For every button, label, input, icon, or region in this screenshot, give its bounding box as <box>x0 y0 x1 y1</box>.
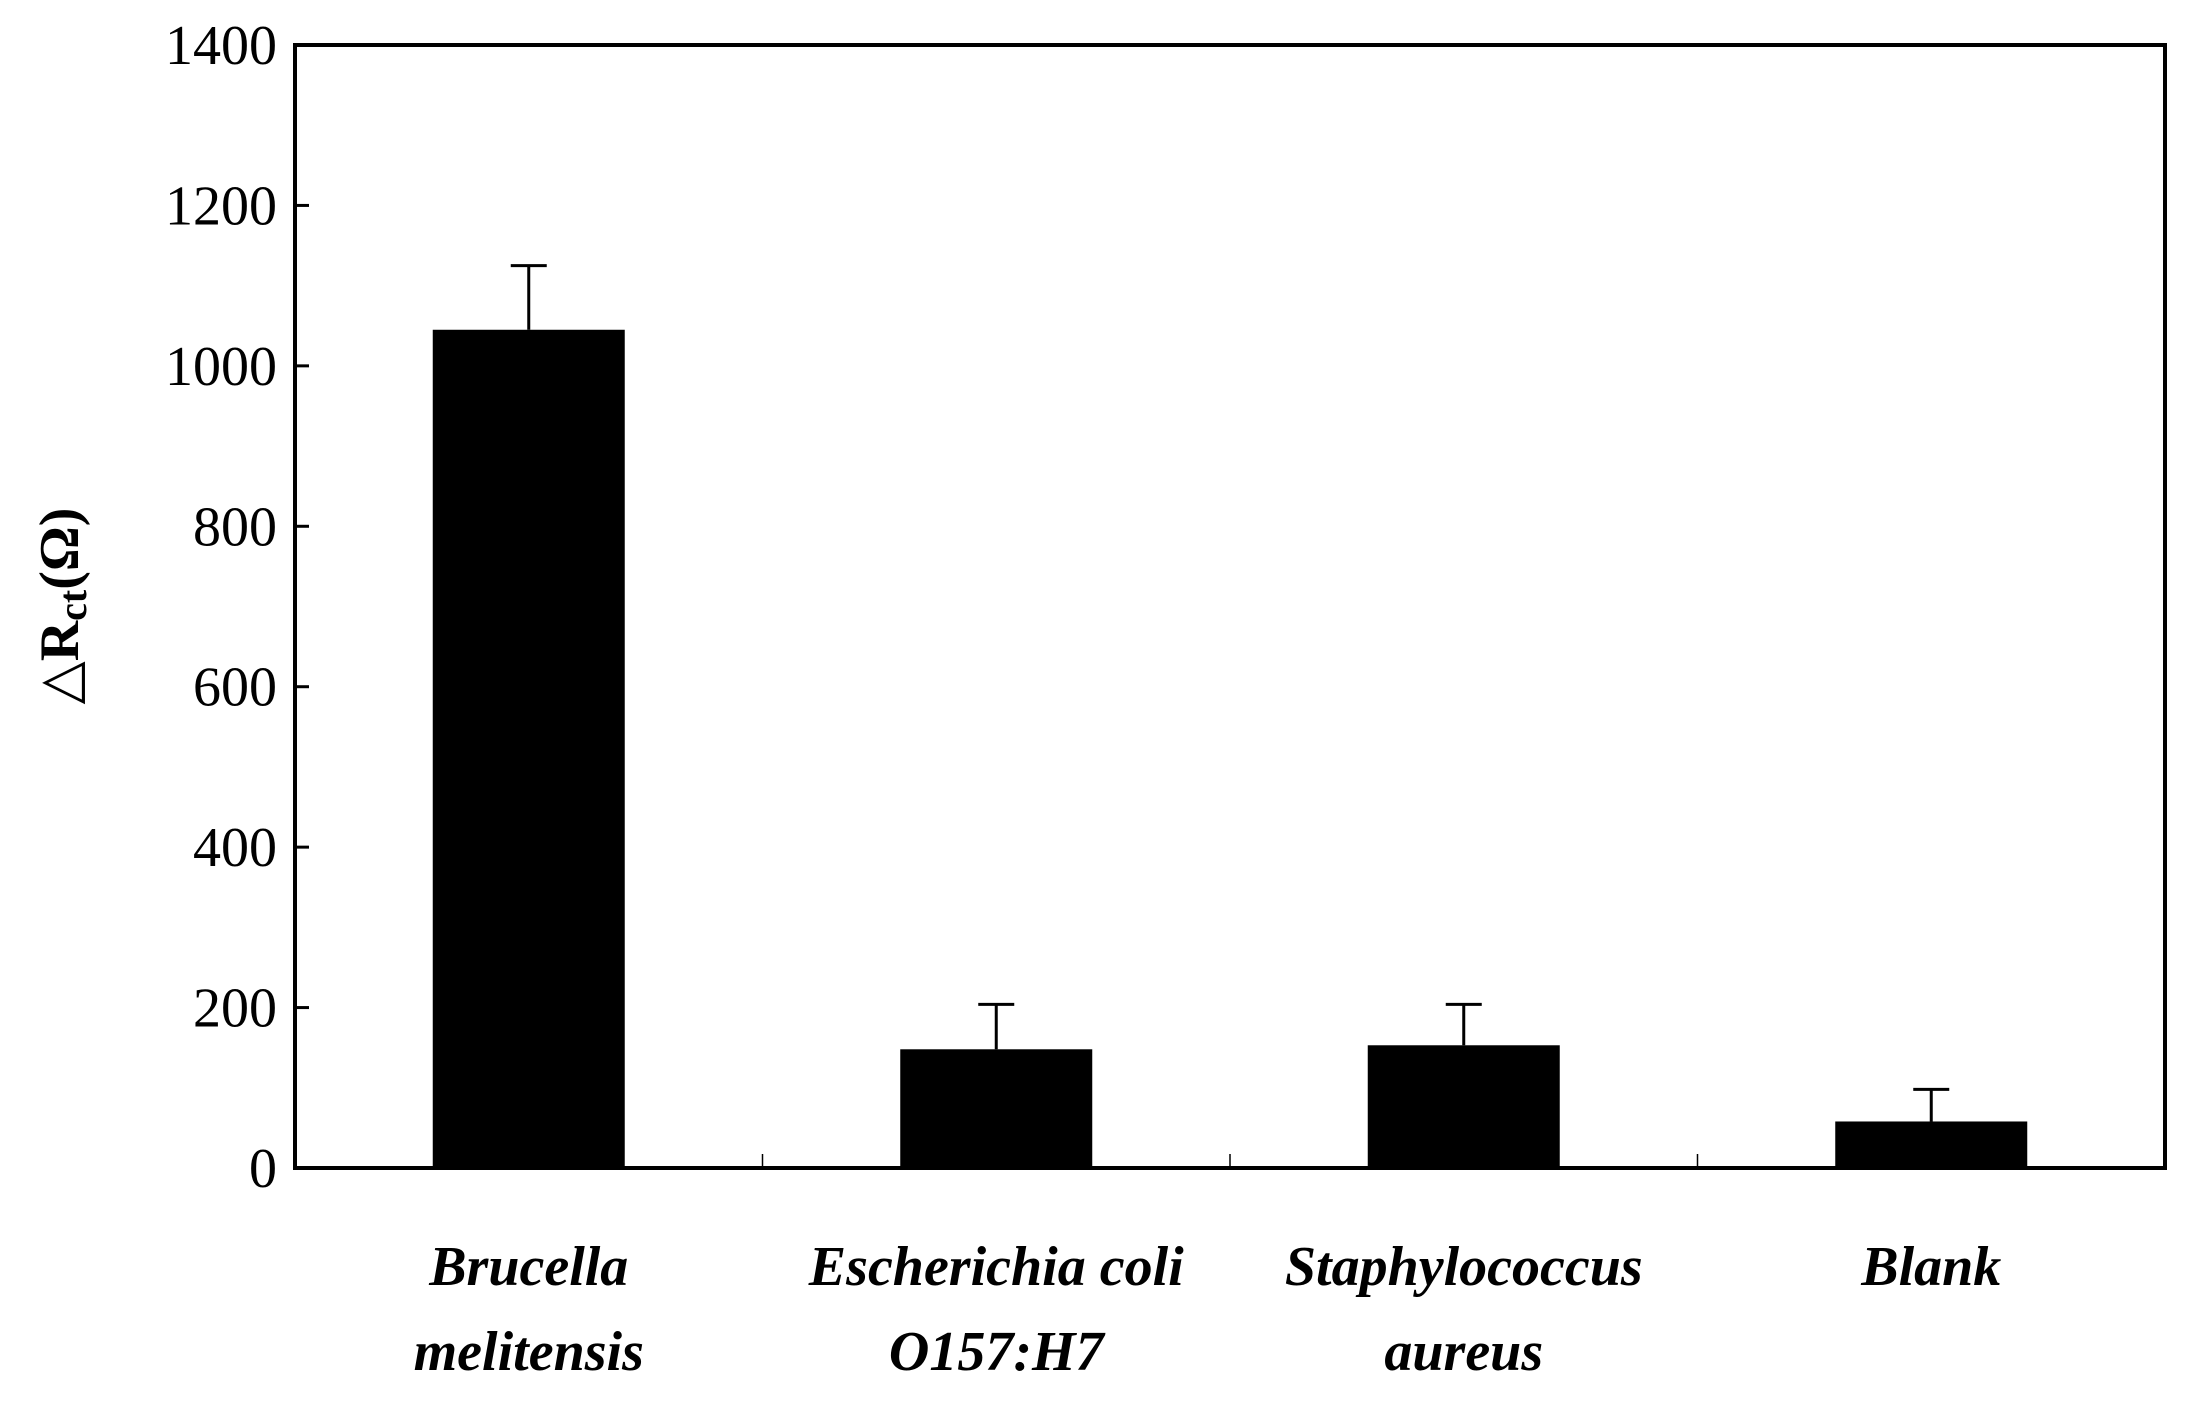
x-axis <box>761 1154 1699 1168</box>
y-tick-label: 200 <box>193 978 277 1040</box>
category-label-line1: Brucella <box>428 1236 628 1298</box>
y-axis-title: △Rct(Ω) <box>29 508 95 705</box>
y-tick-label: 1200 <box>165 175 277 237</box>
y-axis-title-subscript: ct <box>50 589 95 621</box>
bar <box>1835 1121 2028 1168</box>
y-axis-title-prefix: △R <box>29 620 91 704</box>
bar <box>900 1049 1093 1168</box>
y-axis-title-unit: (Ω) <box>29 508 91 590</box>
bar <box>1367 1045 1560 1168</box>
y-tick-label: 800 <box>193 496 277 558</box>
category-label-line1: Escherichia coli <box>808 1236 1184 1298</box>
bar-series <box>432 329 2028 1168</box>
category-label-line2: melitensis <box>414 1321 644 1383</box>
category-label-line2: O157:H7 <box>889 1321 1106 1383</box>
y-tick-label: 1400 <box>165 15 277 77</box>
category-label-line2: aureus <box>1384 1321 1543 1383</box>
y-tick-label: 0 <box>249 1138 277 1200</box>
y-axis: 0 200 400 600 800 1000 1200 1400 <box>165 15 309 1200</box>
category-label-line1: Staphylococcus <box>1285 1236 1643 1298</box>
y-tick-label: 1000 <box>165 336 277 398</box>
error-bars <box>510 264 1950 1122</box>
bar <box>432 329 625 1168</box>
category-label-line1: Blank <box>1860 1236 2001 1298</box>
category-labels: Brucella melitensis Escherichia coli O157:H… <box>414 1236 2002 1383</box>
y-tick-label: 400 <box>193 817 277 879</box>
y-tick-label: 600 <box>193 657 277 719</box>
